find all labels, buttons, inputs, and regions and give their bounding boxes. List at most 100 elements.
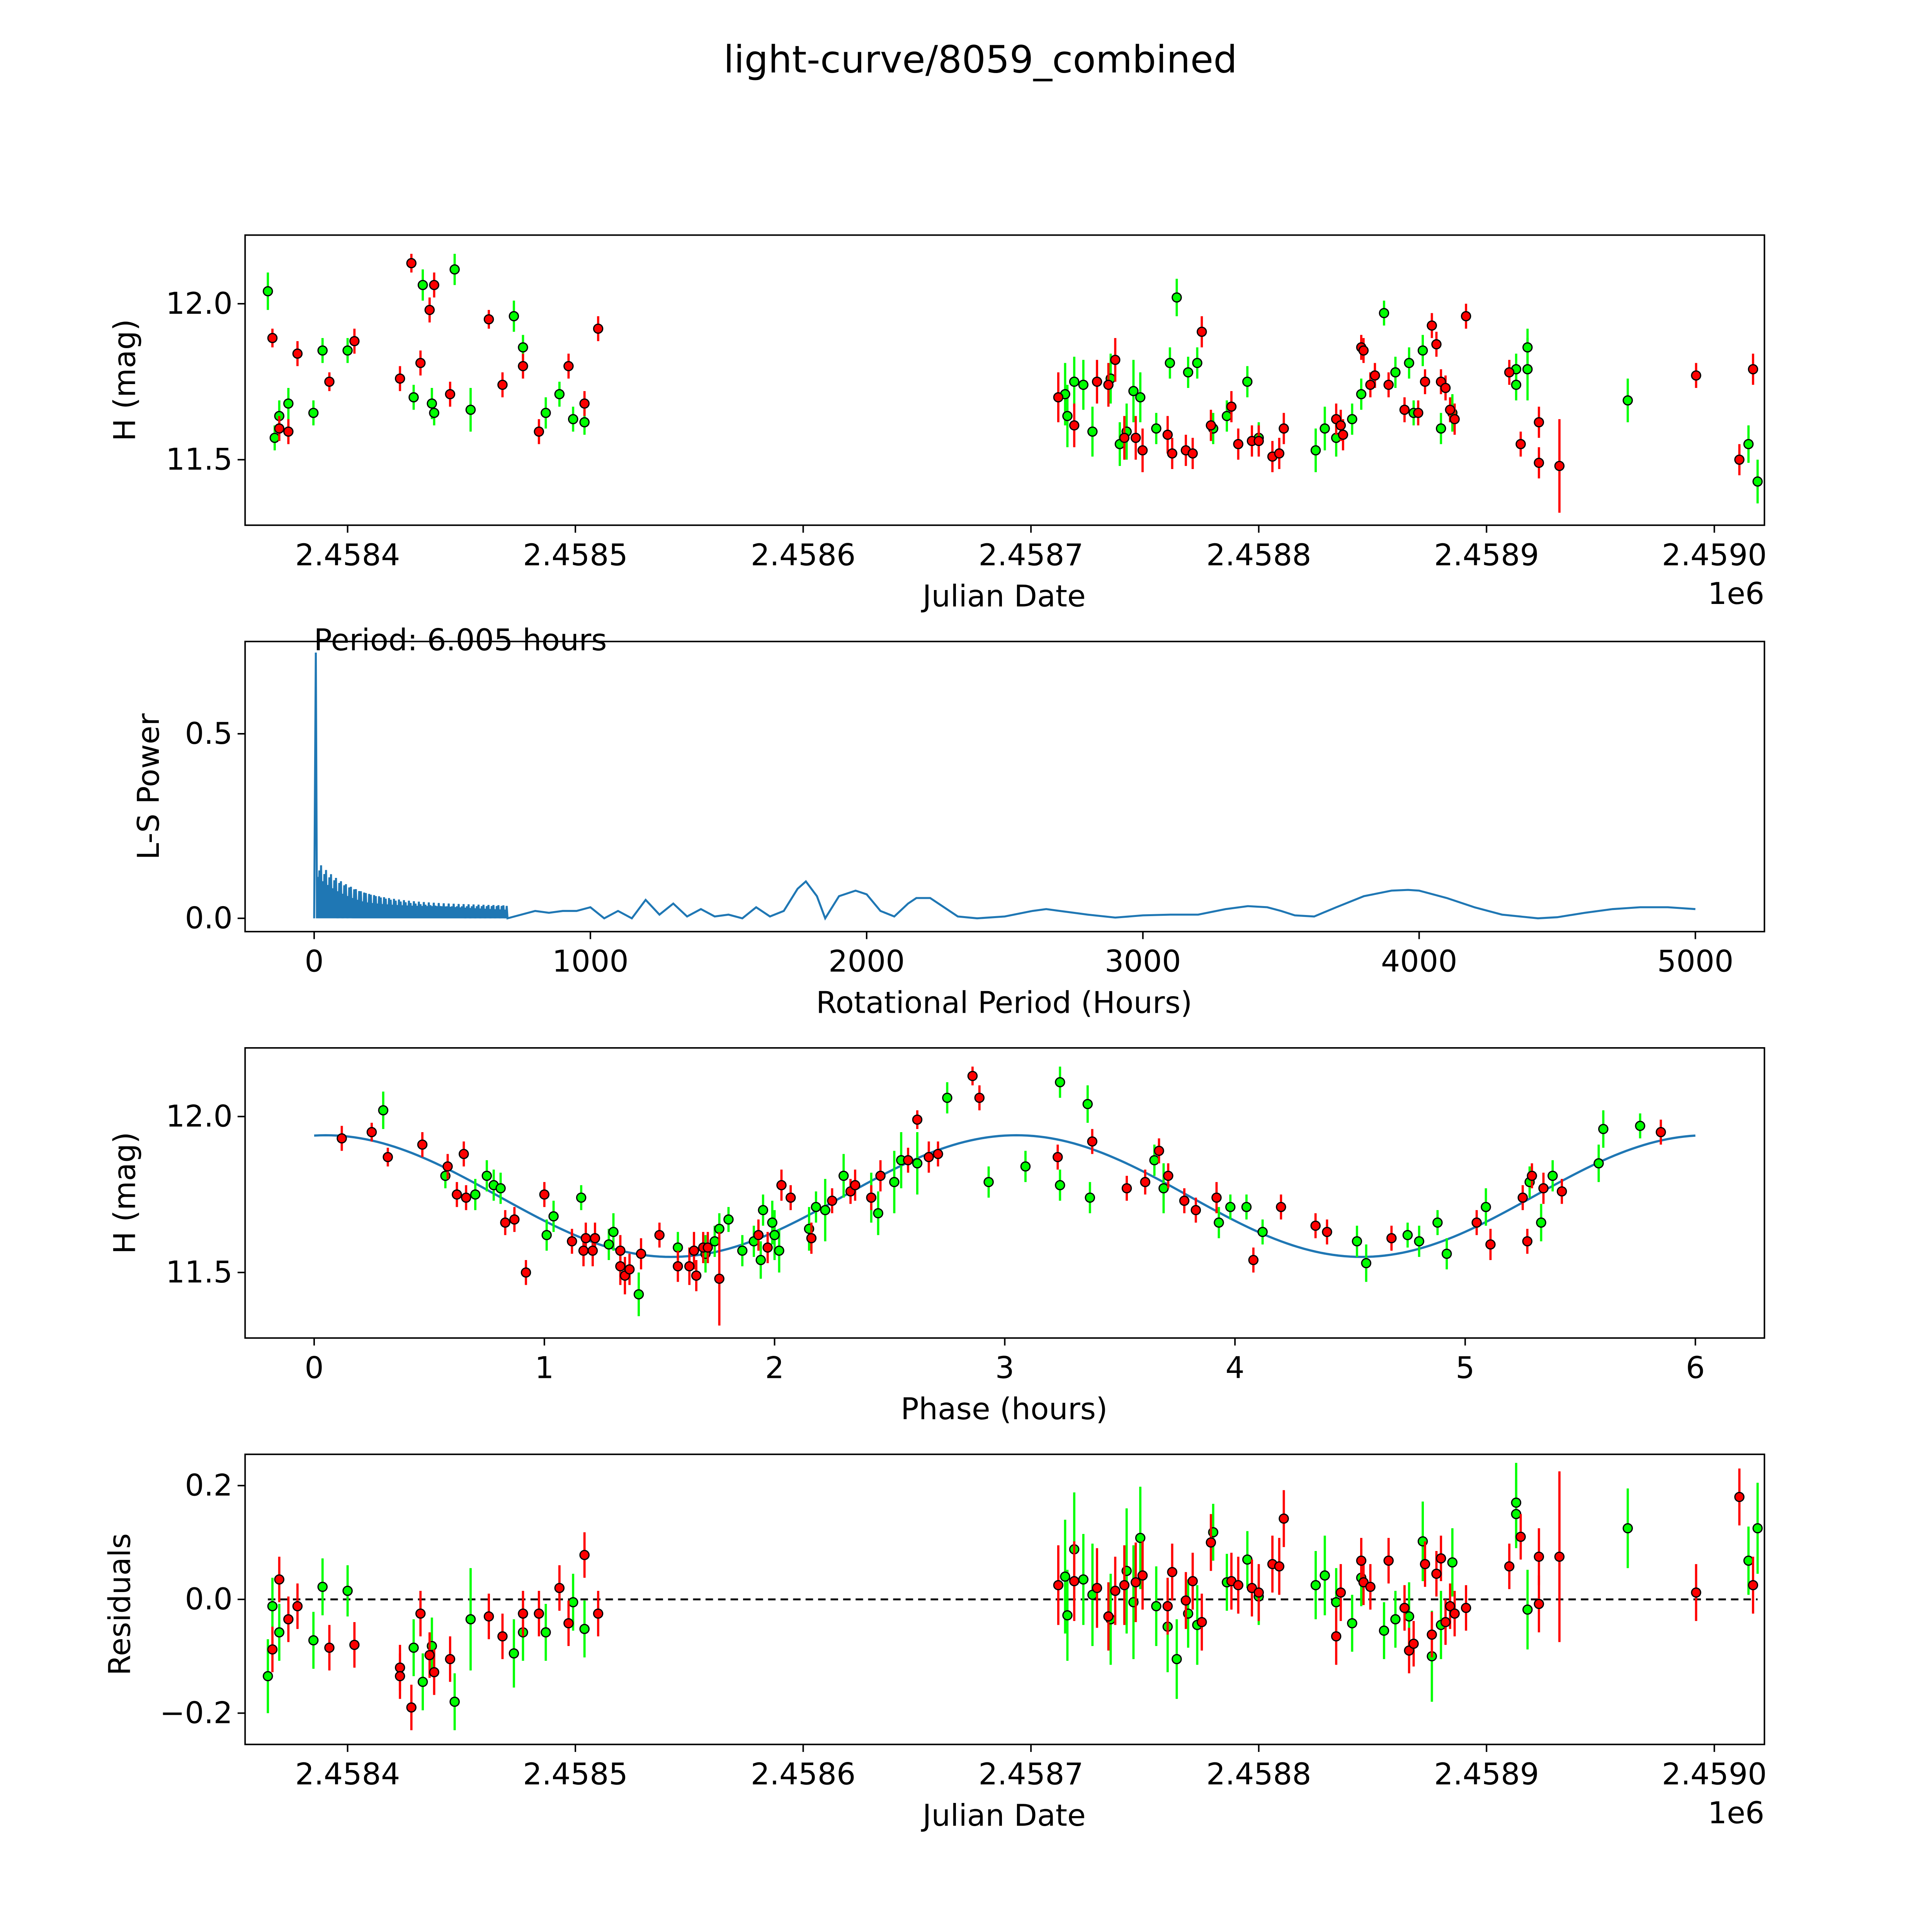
phased-red-point [1121,1183,1132,1194]
phased-xtick-label: 4 [1225,1350,1244,1385]
lightcurve-red-point [424,304,435,315]
phased-red-point [866,1192,877,1203]
lightcurve-xtick-label: 2.4586 [751,538,856,573]
residuals-red-point [1069,1576,1080,1587]
phased-green-point [811,1202,821,1212]
phased-red-point [691,1270,702,1281]
phased-red-point [1087,1136,1097,1147]
phased-green-point [1257,1227,1268,1237]
lightcurve-green-point [283,398,294,409]
lightcurve-green-point [1087,426,1098,437]
lightcurve-red-point [1167,448,1177,459]
lightcurve-xtick-label: 2.4589 [1434,538,1539,573]
lightcurve-green-point [568,414,578,425]
residuals-red-point [1356,1555,1367,1566]
residuals-red-point [292,1601,303,1612]
phased-green-point [1598,1124,1609,1134]
phased-red-point [567,1236,577,1247]
lightcurve-red-point [1253,435,1264,446]
lightcurve-red-point [518,361,528,371]
phased-xlabel: Phase (hours) [901,1392,1107,1427]
phased-green-point [774,1245,784,1256]
lightcurve-green-point [1069,376,1080,387]
lightcurve-red-point [1534,417,1544,428]
residuals-red-point [1119,1580,1130,1590]
residuals-red-point [1408,1638,1419,1649]
lightcurve-red-point [1445,405,1456,415]
phased-green-point [1414,1236,1424,1247]
lightcurve-green-point [1347,414,1357,425]
lightcurve-red-point [1734,454,1745,465]
periodogram-axes-frame [244,641,1765,932]
residuals-green-point [509,1648,519,1659]
lightcurve-ytick-label: 12.0 [166,286,233,321]
residuals-red-point [349,1639,360,1650]
residuals-green-point [1062,1610,1073,1621]
phased-red-point [615,1261,626,1272]
phased-green-point [1082,1099,1093,1109]
lightcurve-red-point [1274,448,1284,459]
phased-red-point [459,1149,469,1159]
lightcurve-red-point [1420,376,1430,387]
residuals-red-point [1206,1537,1216,1548]
phased-red-point [452,1189,462,1200]
phased-green-point [873,1208,883,1219]
phased-green-point [481,1170,492,1181]
phased-green-point [1547,1170,1558,1181]
phased-green-point [1594,1158,1604,1168]
figure-title: light-curve/8059_combined [724,38,1237,82]
lightcurve-red-point [1187,448,1198,459]
lightcurve-red-point [1431,339,1442,350]
lightcurve-red-point [1053,392,1064,403]
lightcurve-red-point [1413,408,1423,418]
residuals-red-point [1331,1631,1342,1642]
phased-red-point [587,1245,598,1256]
lightcurve-red-point [593,323,604,334]
lightcurve-red-point [1335,420,1346,431]
lightcurve-red-point [1427,320,1437,331]
phased-green-point [1402,1230,1413,1240]
residuals-red-point [1449,1608,1460,1619]
lightcurve-green-point [317,345,328,356]
phased-green-point [1536,1217,1546,1228]
periodogram-annotation: Period: 6.005 hours [314,623,607,658]
phased-xtick-label: 1 [535,1350,554,1385]
phased-red-point [1276,1202,1286,1212]
lightcurve-green-point [579,417,590,428]
phased-red-point [500,1217,510,1228]
residuals-red-point [1092,1583,1102,1593]
lightcurve-green-point [1522,364,1533,374]
phased-red-point [1163,1170,1173,1181]
residuals-green-point [1078,1574,1088,1585]
residuals-green-point [1511,1509,1522,1519]
residuals-ytick-label: −0.2 [160,1696,233,1730]
residuals-red-point [1534,1599,1544,1609]
residuals-red-point [1335,1587,1346,1598]
lightcurve-red-point [395,373,405,384]
residuals-red-point [1180,1595,1191,1606]
lightcurve-green-point [429,408,439,418]
phased-red-point [1556,1186,1567,1197]
lightcurve-red-point [274,423,284,434]
phased-green-point [1055,1077,1065,1088]
lightcurve-red-point [1358,345,1369,356]
lightcurve-green-point [1128,386,1139,396]
lightcurve-red-point [1279,423,1289,434]
phased-green-point [1361,1258,1371,1269]
lightcurve-red-point [1092,376,1102,387]
phased-red-point [383,1152,393,1162]
phased-green-point [838,1170,849,1181]
residuals-green-point [1390,1614,1401,1624]
phased-green-point [495,1183,506,1194]
phased-xtick-label: 6 [1686,1350,1705,1385]
residuals-red-point [1279,1513,1289,1524]
phased-green-point [1352,1236,1362,1247]
phased-ylabel: H (mag) [108,1132,143,1254]
phased-red-point [806,1233,817,1243]
lightcurve-red-point [445,389,456,400]
lightcurve-green-point [417,280,428,290]
residuals-green-point [267,1601,278,1612]
lightcurve-green-point [1135,392,1146,403]
residuals-red-point [554,1583,565,1593]
lightcurve-red-point [1069,420,1080,431]
